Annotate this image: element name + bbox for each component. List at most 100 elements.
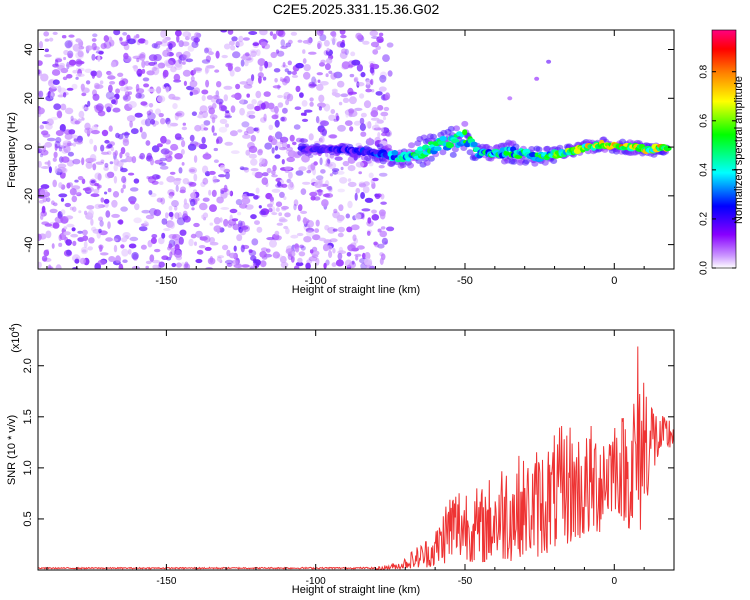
noise-blob xyxy=(335,112,339,120)
noise-blob xyxy=(107,143,113,149)
noise-blob xyxy=(113,244,118,253)
noise-blob xyxy=(366,230,371,236)
noise-blob xyxy=(281,183,288,188)
noise-blob xyxy=(365,88,372,93)
noise-blob xyxy=(380,226,386,230)
noise-blob xyxy=(250,50,257,58)
noise-blob xyxy=(171,262,177,268)
noise-blob xyxy=(79,257,86,265)
noise-blob xyxy=(203,127,209,131)
noise-blob xyxy=(266,237,275,241)
noise-blob xyxy=(215,50,220,59)
noise-blob xyxy=(211,125,215,133)
noise-blob xyxy=(63,226,68,230)
noise-blob xyxy=(377,38,384,43)
noise-blob xyxy=(337,232,344,238)
noise-blob xyxy=(121,237,128,243)
noise-blob xyxy=(77,118,82,124)
noise-blob xyxy=(371,124,380,131)
noise-blob xyxy=(64,40,73,49)
noise-blob xyxy=(58,234,62,241)
noise-blob xyxy=(92,163,97,171)
noise-blob xyxy=(92,93,100,102)
noise-blob xyxy=(328,250,333,258)
noise-blob xyxy=(190,233,197,239)
noise-blob xyxy=(314,189,324,194)
signal-halo xyxy=(550,158,558,164)
noise-blob xyxy=(98,244,104,250)
noise-blob xyxy=(112,107,121,113)
noise-blob xyxy=(345,213,350,219)
noise-blob xyxy=(103,41,112,49)
signal-halo xyxy=(407,162,414,169)
noise-blob xyxy=(328,70,333,75)
noise-blob xyxy=(349,126,354,132)
signal-halo xyxy=(523,158,530,165)
noise-blob xyxy=(315,219,320,227)
noise-blob xyxy=(329,134,338,139)
noise-blob xyxy=(189,91,193,96)
noise-blob xyxy=(169,221,175,229)
noise-blob xyxy=(183,80,187,86)
noise-blob xyxy=(261,177,269,186)
noise-blob xyxy=(231,218,239,222)
signal-blob xyxy=(462,129,468,136)
noise-blob xyxy=(166,121,172,128)
noise-blob xyxy=(360,192,365,199)
noise-blob xyxy=(88,157,97,162)
noise-blob xyxy=(41,255,48,262)
noise-blob xyxy=(91,42,97,51)
noise-blob xyxy=(340,93,349,98)
noise-blob xyxy=(38,90,42,98)
noise-blob xyxy=(236,234,243,242)
noise-blob xyxy=(41,205,46,214)
noise-blob xyxy=(337,124,346,132)
noise-blob xyxy=(270,51,278,59)
noise-blob xyxy=(154,248,161,253)
noise-blob xyxy=(216,256,222,262)
noise-blob xyxy=(351,59,361,66)
noise-blob xyxy=(39,41,43,49)
noise-blob xyxy=(127,248,132,255)
noise-blob xyxy=(55,264,62,269)
noise-blob xyxy=(121,248,129,257)
noise-blob xyxy=(85,45,93,51)
noise-blob xyxy=(319,157,323,166)
noise-blob xyxy=(121,132,131,136)
noise-blob xyxy=(231,36,238,42)
snr-ytick-label: 1.5 xyxy=(22,409,34,424)
noise-blob xyxy=(275,30,284,37)
noise-blob xyxy=(290,255,295,263)
noise-blob xyxy=(295,170,304,176)
noise-blob xyxy=(225,171,230,180)
noise-blob xyxy=(293,203,297,211)
noise-blob xyxy=(233,245,237,252)
noise-blob xyxy=(198,245,206,249)
noise-blob xyxy=(144,118,152,127)
noise-blob xyxy=(71,195,78,203)
noise-blob xyxy=(224,259,234,265)
noise-blob xyxy=(66,249,72,256)
noise-blob xyxy=(291,71,297,75)
noise-blob xyxy=(65,239,72,246)
noise-blob xyxy=(84,127,93,134)
noise-blob xyxy=(227,63,233,72)
noise-blob xyxy=(114,150,118,157)
noise-blob xyxy=(101,129,109,137)
noise-blob xyxy=(160,148,170,155)
noise-blob xyxy=(259,30,268,36)
noise-blob xyxy=(300,138,305,143)
colorbar-tick-label: 0.0 xyxy=(699,261,710,275)
noise-blob xyxy=(70,118,79,125)
noise-blob xyxy=(228,252,237,259)
noise-blob xyxy=(323,49,329,56)
noise-blob xyxy=(263,113,267,122)
noise-blob xyxy=(230,105,236,113)
noise-blob xyxy=(159,165,169,170)
noise-blob xyxy=(239,107,246,116)
noise-blob xyxy=(155,108,161,115)
noise-blob xyxy=(213,159,219,163)
noise-blob xyxy=(100,252,109,256)
noise-blob xyxy=(139,152,145,160)
snr-xtick-label: 0 xyxy=(612,576,618,587)
